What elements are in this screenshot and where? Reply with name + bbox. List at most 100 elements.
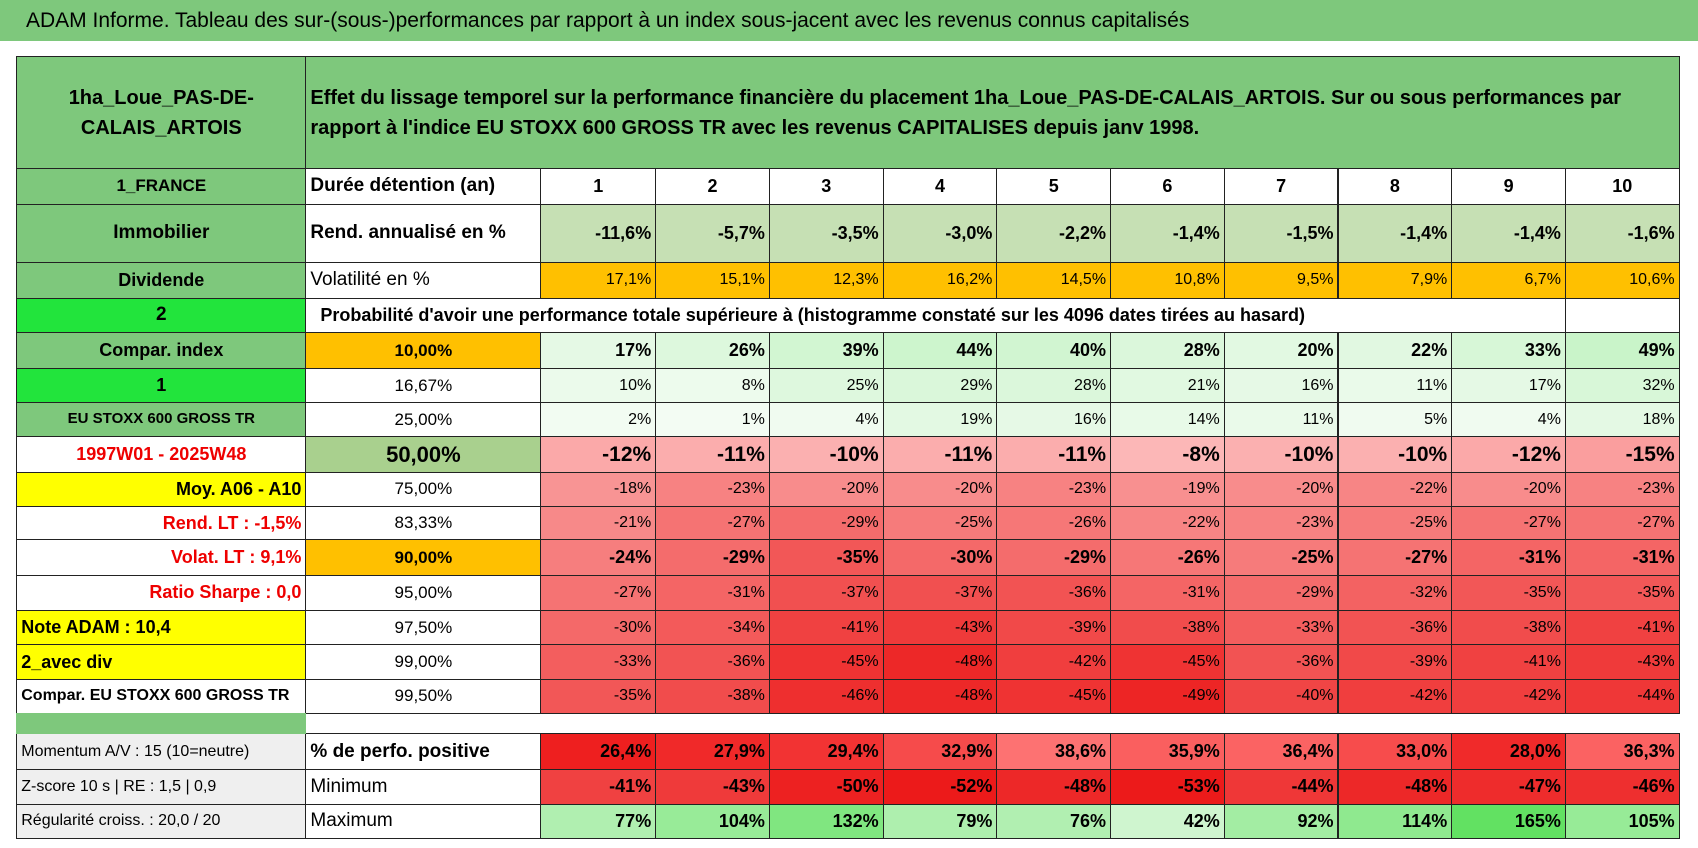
row-label: Rend. LT : -1,5%	[16, 505, 307, 541]
value-cell: -27%	[655, 505, 770, 541]
row-header: Rend. annualisé en %	[305, 203, 542, 264]
value-cell: 28,0%	[1451, 733, 1566, 770]
value-cell: 77%	[540, 803, 657, 840]
value-cell: -52%	[882, 768, 998, 805]
value-cell: -48%	[882, 644, 998, 681]
value-cell: 27,9%	[655, 733, 770, 770]
row-label: Note ADAM : 10,4	[16, 609, 307, 646]
value-cell: 11%	[1337, 368, 1453, 403]
value-cell: 35,9%	[1110, 733, 1225, 770]
value-cell: 28%	[1110, 332, 1225, 370]
row-header: 99,00%	[305, 644, 542, 681]
value-cell: -20%	[1451, 472, 1566, 507]
value-cell: -29%	[1223, 575, 1339, 611]
value-cell: 49%	[1564, 332, 1680, 370]
value-cell: 36,4%	[1223, 733, 1339, 770]
value-cell: -44%	[1223, 768, 1339, 805]
value-cell: 76%	[996, 803, 1112, 840]
spacer	[16, 712, 307, 735]
value-cell: -11%	[996, 436, 1112, 474]
value-cell: -29%	[768, 505, 884, 541]
value-cell: -29%	[655, 539, 770, 577]
value-cell: 6,7%	[1451, 262, 1566, 299]
value-cell: -33%	[1223, 609, 1339, 646]
value-cell: 40%	[996, 332, 1112, 370]
value-cell: -36%	[996, 575, 1112, 611]
value-cell: -42%	[1337, 679, 1453, 714]
value-cell: 2%	[540, 401, 657, 438]
value-cell: 9,5%	[1223, 262, 1339, 299]
value-cell: -44%	[1564, 679, 1680, 714]
row-header: 99,50%	[305, 679, 542, 714]
value-cell: 1	[540, 167, 657, 205]
value-cell: -37%	[882, 575, 998, 611]
value-cell: -46%	[768, 679, 884, 714]
value-cell: -50%	[768, 768, 884, 805]
value-cell: -45%	[768, 644, 884, 681]
value-cell: 6	[1110, 167, 1225, 205]
section-heading: Probabilité d'avoir une performance tota…	[305, 297, 1566, 334]
value-cell: 132%	[768, 803, 884, 840]
value-cell: 16%	[1223, 368, 1339, 403]
value-cell: 14,5%	[996, 262, 1112, 299]
value-cell: -20%	[882, 472, 998, 507]
value-cell: -1,4%	[1110, 203, 1225, 264]
value-cell: -33%	[540, 644, 657, 681]
row-label: Ratio Sharpe : 0,0	[16, 575, 307, 611]
value-cell: -23%	[996, 472, 1112, 507]
value-cell: -47%	[1451, 768, 1566, 805]
value-cell: 33%	[1451, 332, 1566, 370]
row-header: 95,00%	[305, 575, 542, 611]
row-header: Durée détention (an)	[305, 167, 542, 205]
row-label: Immobilier	[16, 203, 307, 264]
value-cell: -27%	[540, 575, 657, 611]
value-cell: -30%	[882, 539, 998, 577]
value-cell: -45%	[1110, 644, 1225, 681]
value-cell: -27%	[1451, 505, 1566, 541]
value-cell: 28%	[996, 368, 1112, 403]
value-cell: -23%	[1564, 472, 1680, 507]
value-cell: -1,4%	[1337, 203, 1453, 264]
row-header: % de perfo. positive	[305, 733, 542, 770]
value-cell: -38%	[1110, 609, 1225, 646]
value-cell: -42%	[996, 644, 1112, 681]
value-cell: -41%	[768, 609, 884, 646]
row-header: 83,33%	[305, 505, 542, 541]
value-cell: 32,9%	[882, 733, 998, 770]
row-label: Z-score 10 s | RE : 1,5 | 0,9	[16, 768, 307, 805]
value-cell: -23%	[655, 472, 770, 507]
value-cell: -12%	[1451, 436, 1566, 474]
value-cell: 16%	[996, 401, 1112, 438]
value-cell: -27%	[1337, 539, 1453, 577]
value-cell: 17%	[1451, 368, 1566, 403]
value-cell: 29%	[882, 368, 998, 403]
value-cell: -29%	[996, 539, 1112, 577]
value-cell: -49%	[1110, 679, 1225, 714]
value-cell: -45%	[996, 679, 1112, 714]
value-cell: -30%	[540, 609, 657, 646]
value-cell: 16,2%	[882, 262, 998, 299]
row-header: 10,00%	[305, 332, 542, 370]
value-cell: 10,8%	[1110, 262, 1225, 299]
value-cell: 12,3%	[768, 262, 884, 299]
value-cell: -10%	[1337, 436, 1453, 474]
value-cell: -36%	[1223, 644, 1339, 681]
value-cell: -23%	[1223, 505, 1339, 541]
value-cell: 19%	[882, 401, 998, 438]
value-cell: 33,0%	[1337, 733, 1453, 770]
row-label: EU STOXX 600 GROSS TR	[16, 401, 307, 438]
row-label: 1	[16, 368, 307, 403]
value-cell: 36,3%	[1564, 733, 1680, 770]
value-cell: 15,1%	[655, 262, 770, 299]
value-cell: -22%	[1337, 472, 1453, 507]
value-cell: 32%	[1564, 368, 1680, 403]
value-cell: 79%	[882, 803, 998, 840]
row-label: 1ha_Loue_PAS-DE-CALAIS_ARTOIS	[16, 56, 307, 169]
row-header: 75,00%	[305, 472, 542, 507]
value-cell: 4	[882, 167, 998, 205]
row-label: Compar. index	[16, 332, 307, 370]
value-cell: 22%	[1337, 332, 1453, 370]
value-cell: -35%	[1564, 575, 1680, 611]
value-cell: -43%	[1564, 644, 1680, 681]
value-cell: -25%	[1337, 505, 1453, 541]
